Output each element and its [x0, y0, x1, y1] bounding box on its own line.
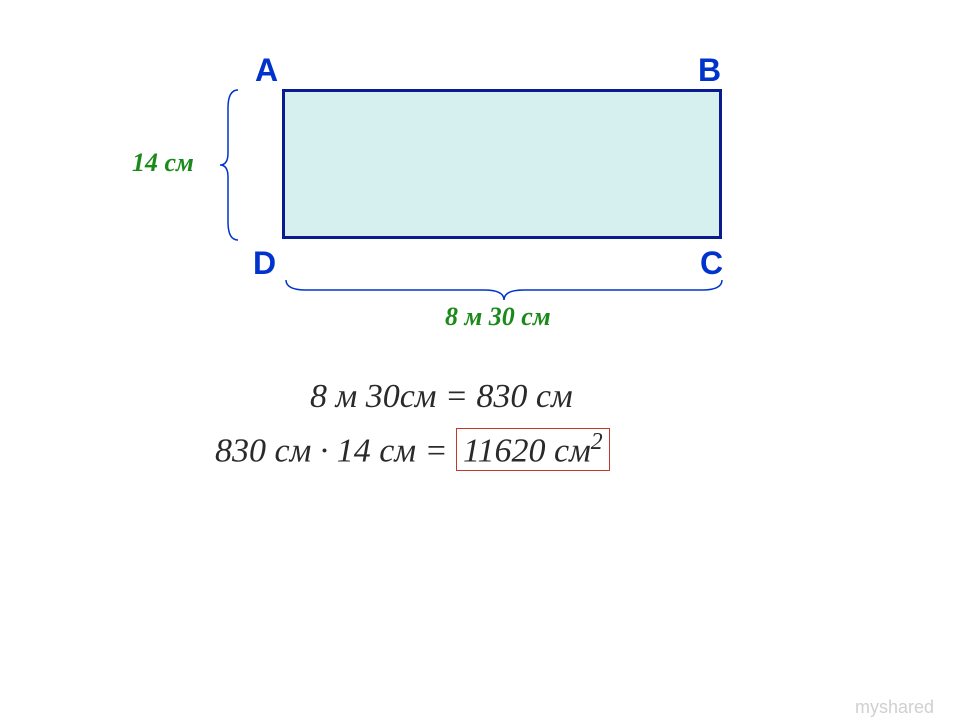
- vertex-c: С: [700, 245, 723, 282]
- equation-prefix: 830 см · 14 см =: [215, 432, 456, 469]
- equation-calculation: 830 см · 14 см = 11620 см2: [215, 428, 610, 471]
- result-box: 11620 см2: [456, 428, 610, 471]
- rectangle-abcd: [282, 89, 722, 239]
- vertex-b: В: [698, 52, 721, 89]
- diagram-container: А В С D 14 см 8 м 30 см 8 м 30см = 830 с…: [0, 0, 960, 720]
- left-brace: [218, 88, 246, 242]
- vertex-d: D: [253, 245, 276, 282]
- result-exponent: 2: [591, 429, 603, 455]
- watermark: myshared: [855, 697, 934, 718]
- width-label: 8 м 30 см: [445, 302, 551, 332]
- height-label: 14 см: [132, 148, 194, 178]
- vertex-a: А: [255, 52, 278, 89]
- result-value: 11620 см: [463, 432, 591, 469]
- equation-conversion: 8 м 30см = 830 см: [310, 378, 573, 416]
